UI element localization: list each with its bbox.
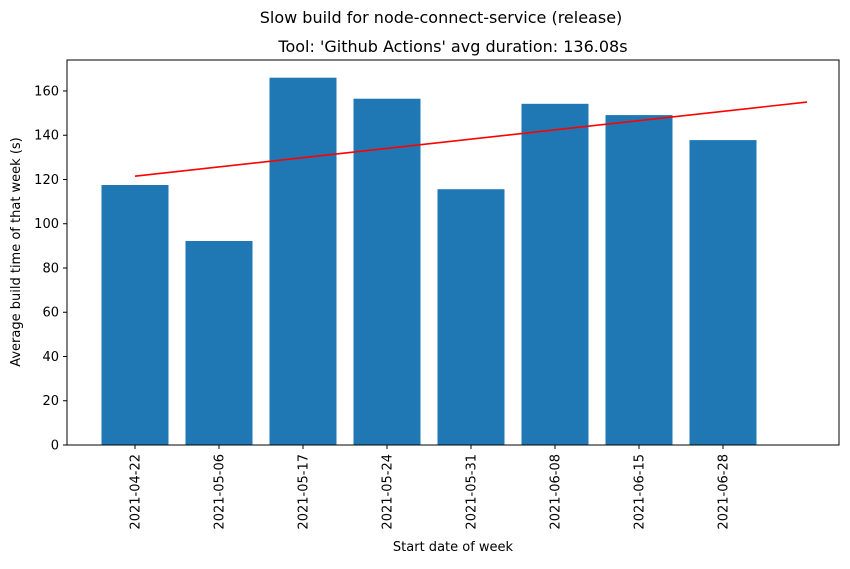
chart-suptitle: Slow build for node-connect-service (rel… xyxy=(260,8,623,27)
y-tick-label: 100 xyxy=(34,217,59,232)
y-tick-label: 40 xyxy=(42,350,59,365)
bar-2021-05-06 xyxy=(185,240,253,445)
x-tick-label: 2021-06-28 xyxy=(717,454,732,530)
x-tick-label: 2021-05-06 xyxy=(213,454,228,530)
y-tick-label: 140 xyxy=(34,129,59,144)
y-tick-label: 60 xyxy=(42,306,59,321)
bar-2021-06-08 xyxy=(521,103,589,445)
y-tick-label: 160 xyxy=(34,84,59,99)
x-tick-label: 2021-05-31 xyxy=(465,454,480,530)
x-axis-label: Start date of week xyxy=(393,540,514,555)
bar-2021-05-31 xyxy=(437,189,505,445)
plot-area: 0 20 40 60 80 100 120 140 160 2021-04-22 2021-05-0… xyxy=(34,59,840,530)
trend-line xyxy=(134,101,808,177)
x-tick-label: 2021-05-17 xyxy=(297,454,312,530)
y-axis-label: Average build time of that week (s) xyxy=(9,137,24,367)
y-tick-label: 0 xyxy=(51,439,59,454)
x-tick-label: 2021-04-22 xyxy=(129,454,144,530)
y-tick-label: 20 xyxy=(42,394,59,409)
y-tick-label: 120 xyxy=(34,173,59,188)
x-tick-label: 2021-06-15 xyxy=(633,454,648,530)
bar-2021-06-28 xyxy=(689,140,757,445)
bar-2021-06-15 xyxy=(605,115,673,446)
bar-2021-05-17 xyxy=(269,77,337,446)
bar-2021-05-24 xyxy=(353,98,421,446)
x-tick-label: 2021-05-24 xyxy=(381,454,396,530)
axes-frame xyxy=(66,59,840,446)
y-tick-label: 80 xyxy=(42,261,59,276)
chart-title: Tool: 'Github Actions' avg duration: 136… xyxy=(277,37,627,56)
bar-2021-04-22 xyxy=(101,185,169,445)
x-tick-label: 2021-06-08 xyxy=(549,454,564,530)
